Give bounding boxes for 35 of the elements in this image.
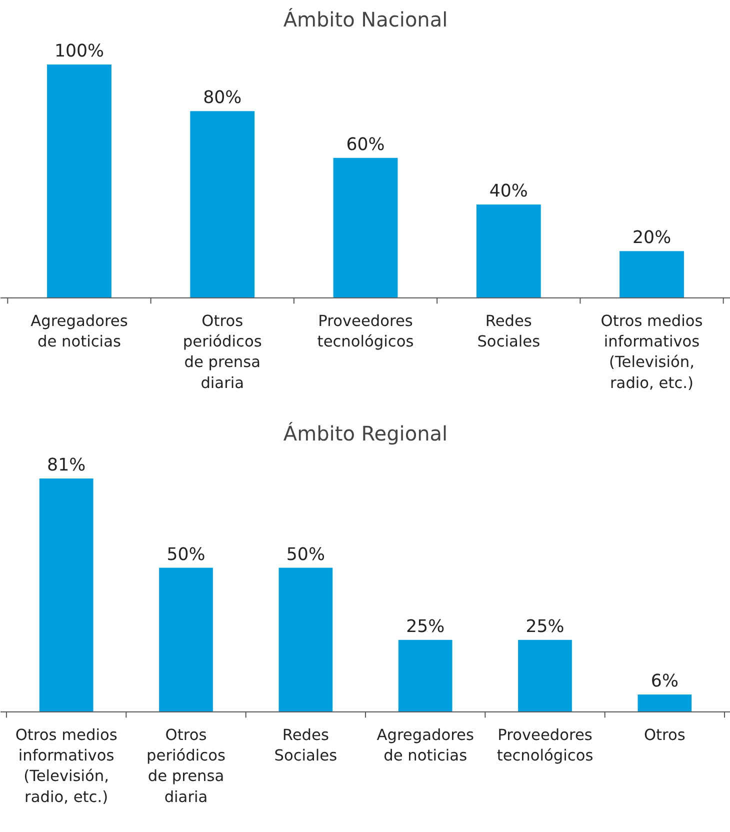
bar (333, 158, 398, 298)
data-label: 40% (489, 182, 528, 202)
bar (47, 64, 112, 298)
bar (638, 694, 692, 712)
data-label: 25% (406, 616, 445, 637)
x-tick-label: Proveedores tecnológicos (317, 312, 414, 351)
data-label: 20% (632, 228, 672, 248)
x-tick-label: Otros (644, 726, 686, 744)
x-tick-label: Otros medios informativos (Televisión, radio, etc.) (15, 726, 118, 806)
bar (190, 111, 255, 298)
x-tick-label: Otros periódicos de prensa diaria (146, 726, 226, 806)
x-tick-label: Agregadores de noticias (376, 726, 474, 765)
data-label: 60% (346, 134, 385, 155)
x-tick-label: Redes Sociales (274, 726, 338, 765)
data-label: 6% (650, 672, 678, 692)
data-label: 81% (47, 456, 86, 476)
x-tick-label: Agregadores de noticias (30, 312, 128, 351)
bar (398, 640, 452, 712)
chart-title: Ámbito Regional (283, 422, 448, 446)
data-label: 80% (203, 88, 242, 108)
x-tick-label: Otros medios informativos (Televisión, radio, etc.) (600, 312, 703, 392)
x-tick-label: Redes Sociales (477, 312, 540, 351)
data-label: 100% (54, 42, 104, 62)
bar (278, 568, 333, 712)
bar (476, 204, 541, 298)
bar (518, 640, 572, 712)
x-tick-label: Otros periódicos de prensa diaria (182, 312, 262, 392)
bar (620, 251, 684, 298)
data-label: 50% (286, 544, 325, 565)
data-label: 50% (166, 544, 206, 565)
bar (39, 478, 94, 712)
chart-title: Ámbito Nacional (283, 8, 448, 32)
bar (159, 568, 213, 712)
x-tick-label: Proveedores tecnológicos (496, 726, 594, 765)
data-label: 25% (526, 616, 564, 637)
